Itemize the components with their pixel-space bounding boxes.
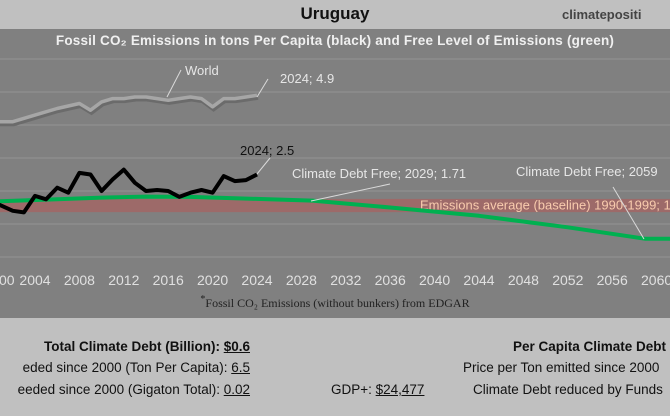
free-level-line	[0, 194, 670, 241]
x-tick-label: 2044	[463, 272, 494, 288]
gdp-value: $24,477	[375, 382, 425, 397]
annotation-label: 2024; 2.5	[240, 143, 294, 158]
world-line-shadow	[0, 94, 259, 127]
footnote-mark: *	[200, 294, 206, 305]
giga-value: 0.02	[223, 382, 250, 397]
total-climate-debt: Total Climate Debt (Billion): $0.6	[44, 339, 250, 354]
gdp: GDP+: $24,477	[331, 382, 424, 397]
world-line	[0, 93, 258, 124]
giga-label: eeded since 2000 (Gigaton Total):	[17, 382, 224, 397]
header: Uruguay climatepositi	[0, 0, 670, 29]
annotation-leader	[256, 78, 269, 98]
debt-reduced-funds: Climate Debt reduced by Funds	[473, 382, 663, 397]
gigaton-total: eeded since 2000 (Gigaton Total): 0.02	[18, 382, 250, 397]
x-tick-label: 2048	[508, 272, 539, 288]
annotation-leader	[310, 183, 391, 202]
x-tick-label: 2052	[552, 272, 583, 288]
price-per-ton: Price per Ton emitted since 2000	[463, 360, 659, 375]
x-tick-label: 2036	[375, 272, 406, 288]
x-tick-label: 2020	[197, 272, 228, 288]
baseline-band	[0, 198, 670, 213]
total-label: Total Climate Debt (Billion):	[43, 339, 224, 354]
chart-title: Fossil CO₂ Emissions in tons Per Capita …	[55, 33, 615, 48]
funds-label: Climate Debt reduced by Funds	[473, 382, 663, 397]
x-tick-label: 2028	[286, 272, 317, 288]
ton-label: eded since 2000 (Ton Per Capita):	[22, 360, 232, 375]
x-tick-label: 2012	[108, 272, 139, 288]
per-capita-debt: Per Capita Climate Debt	[513, 339, 666, 354]
annotation-label: World	[185, 63, 219, 78]
gdp-label: GDP+:	[331, 382, 376, 397]
annotation-label: Climate Debt Free; 2059	[516, 164, 658, 179]
ton-value: 6.5	[231, 360, 250, 375]
uruguay-line	[0, 167, 258, 215]
brand-text: climatepositi	[562, 7, 642, 22]
x-tick-label: 2008	[64, 272, 95, 288]
x-tick-label: 2056	[597, 272, 628, 288]
x-tick-label: 2024	[241, 272, 272, 288]
price-label: Price per Ton emitted since 2000	[463, 360, 660, 375]
total-value: $0.6	[223, 339, 250, 354]
chart-svg: Emissions average (baseline) 1990-1999; …	[0, 58, 670, 288]
x-tick-label: 2016	[153, 272, 184, 288]
annotation-label: 2024; 4.9	[280, 71, 334, 86]
footnote: *Fossil CO₂ Emissions (without bunkers) …	[0, 294, 670, 311]
x-tick-label: 2060	[641, 272, 670, 288]
per-capita-label: Per Capita Climate Debt	[513, 339, 667, 354]
annotation-label: Climate Debt Free; 2029; 1.71	[292, 166, 466, 181]
annotation-leader	[256, 157, 271, 175]
x-tick-label: 00	[0, 272, 15, 288]
annotation-leader	[612, 186, 645, 240]
chart-area	[0, 29, 670, 318]
x-tick-label: 2004	[19, 272, 50, 288]
ton-per-capita: eded since 2000 (Ton Per Capita): 6.5	[23, 360, 250, 375]
annotation-leader	[166, 69, 182, 98]
x-tick-label: 2040	[419, 272, 450, 288]
x-tick-label: 2032	[330, 272, 361, 288]
baseline-label: Emissions average (baseline) 1990-1999; …	[420, 198, 670, 213]
footnote-text: Fossil CO₂ Emissions (without bunkers) f…	[205, 296, 470, 310]
page-title: Uruguay	[300, 4, 370, 23]
